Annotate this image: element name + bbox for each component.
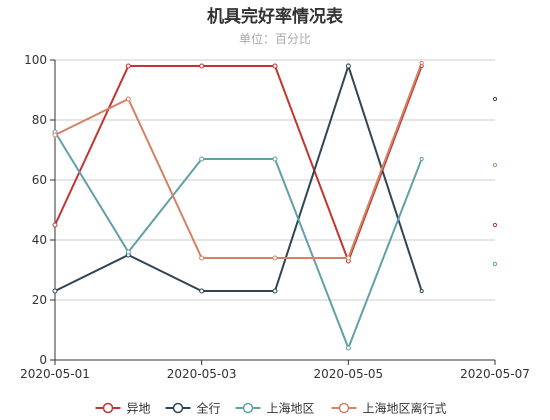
legend-label: 上海地区 xyxy=(267,401,315,416)
data-point xyxy=(419,60,424,66)
series-line-0 xyxy=(55,65,422,264)
data-point xyxy=(419,156,424,162)
data-point xyxy=(52,132,58,138)
data-point xyxy=(345,255,351,261)
data-point xyxy=(52,222,58,228)
data-point xyxy=(125,63,131,69)
legend-label: 异地 xyxy=(127,402,151,416)
data-point xyxy=(125,249,131,255)
y-tick-label: 60 xyxy=(32,173,47,187)
y-tick-label: 100 xyxy=(24,53,47,67)
legend-marker xyxy=(172,402,184,414)
series-line-3 xyxy=(55,62,422,259)
data-point xyxy=(272,63,278,69)
y-tick-label: 40 xyxy=(32,233,47,247)
data-point xyxy=(199,255,205,261)
data-point xyxy=(419,288,424,294)
x-tick-label: 2020-05-05 xyxy=(313,367,383,381)
data-point xyxy=(272,156,278,162)
data-point xyxy=(492,222,498,228)
x-tick-label: 2020-05-03 xyxy=(167,367,237,381)
series-line-2 xyxy=(55,131,422,351)
chart-subtitle: 单位：百分比 xyxy=(238,32,311,46)
data-point xyxy=(125,96,131,102)
x-tick-label: 2020-05-01 xyxy=(20,367,90,381)
data-point xyxy=(199,156,205,162)
x-tick-label: 2020-05-07 xyxy=(460,367,530,381)
legend-marker xyxy=(102,402,114,414)
data-point xyxy=(272,288,278,294)
data-point xyxy=(199,63,205,69)
data-point xyxy=(199,288,205,294)
data-point xyxy=(272,255,278,261)
data-point xyxy=(345,63,351,69)
data-point xyxy=(492,96,498,102)
y-tick-label: 80 xyxy=(32,113,47,127)
series-line-1 xyxy=(55,62,422,292)
data-point xyxy=(492,162,498,168)
legend-marker xyxy=(242,402,254,414)
data-point xyxy=(492,261,498,267)
data-point xyxy=(52,288,58,294)
legend-marker xyxy=(338,402,350,414)
chart-title: 机具完好率情况表 xyxy=(207,7,343,27)
y-tick-label: 0 xyxy=(39,353,47,367)
legend-label: 上海地区离行式 xyxy=(363,401,447,416)
y-tick-label: 20 xyxy=(32,293,47,307)
data-point xyxy=(345,345,351,351)
legend-label: 全行 xyxy=(197,401,221,416)
